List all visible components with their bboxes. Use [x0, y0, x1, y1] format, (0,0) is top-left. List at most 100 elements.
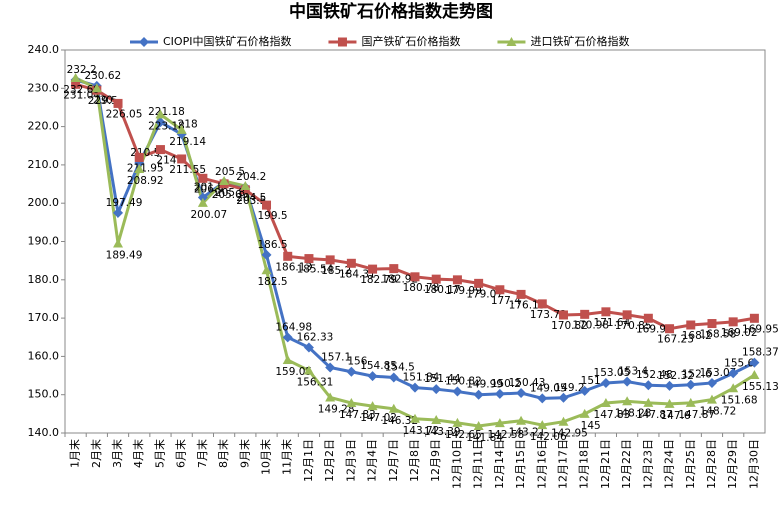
point [325, 362, 336, 373]
point [622, 396, 633, 406]
data-label: 219.14 [169, 136, 206, 148]
data-label: 154.5 [385, 361, 415, 373]
x-tick-label: 7月末 [195, 439, 209, 468]
data-label: 186.13 [275, 261, 312, 273]
data-label: 150.82 [445, 376, 482, 388]
data-label: 177.4 [491, 295, 521, 307]
data-label: 167.23 [657, 334, 694, 346]
x-tick-label: 12月2日 [323, 439, 336, 482]
data-label: 153.07 [700, 367, 737, 379]
point [622, 310, 632, 320]
data-label: 142.58 [487, 429, 524, 441]
x-tick-label: 12月7日 [387, 439, 400, 482]
x-tick-label: 9月末 [237, 439, 251, 468]
data-label: 201.5 [194, 181, 224, 193]
point [749, 357, 760, 368]
point [261, 249, 272, 260]
data-label: 179.07 [466, 288, 503, 300]
data-label: 189.49 [106, 249, 143, 261]
x-tick-label: 12月29日 [726, 439, 739, 489]
data-label: 230 [93, 94, 113, 106]
data-label: 143.39 [424, 426, 461, 438]
legend-label: 国产铁矿石价格指数 [361, 34, 460, 48]
point [749, 313, 759, 323]
data-label: 149.28 [318, 403, 355, 415]
x-tick-label: 12月9日 [429, 439, 442, 482]
x-tick-label: 2月末 [89, 439, 103, 468]
point [685, 379, 696, 390]
point [71, 79, 81, 89]
point [368, 264, 378, 274]
point [579, 408, 590, 418]
data-label: 226.05 [106, 108, 143, 120]
data-label: 148.28 [615, 407, 652, 419]
data-label: 180.17 [424, 284, 461, 296]
point [367, 401, 378, 411]
data-label: 141.84 [466, 432, 503, 444]
point [431, 415, 442, 425]
point [219, 175, 230, 185]
data-label: 149.99 [466, 379, 503, 391]
data-label: 169.95 [742, 323, 779, 335]
data-label: 142.65 [445, 429, 482, 441]
point [495, 285, 505, 295]
data-label: 170.82 [551, 320, 588, 332]
point [176, 124, 187, 134]
data-label: 153.4 [618, 366, 648, 378]
data-label: 185.2 [321, 265, 351, 277]
point [155, 145, 165, 155]
point [388, 403, 399, 413]
y-tick-label: 160.0 [28, 349, 60, 362]
x-tick-label: 12月17日 [556, 439, 569, 489]
point [70, 72, 81, 82]
data-label: 154.85 [360, 360, 397, 372]
legend-marker [139, 37, 149, 47]
data-label: 168.58 [700, 329, 737, 341]
data-label: 182.79 [360, 274, 397, 286]
data-label: 223.18 [148, 120, 185, 132]
data-label: 169.96 [636, 323, 673, 335]
data-label: 182.92 [381, 274, 418, 286]
data-label: 147.6 [661, 410, 691, 422]
point [410, 413, 420, 423]
data-label: 147.87 [636, 409, 673, 421]
x-tick-label: 12月23日 [641, 439, 654, 489]
point [664, 380, 675, 391]
point [346, 258, 356, 268]
point [283, 251, 293, 261]
data-label: 208.92 [127, 175, 164, 187]
data-label: 232.2 [67, 64, 97, 76]
data-label: 147.87 [678, 409, 715, 421]
point [452, 386, 463, 397]
point [197, 192, 208, 203]
point [516, 289, 526, 299]
x-tick-label: 12月1日 [302, 439, 315, 482]
x-tick-label: 6月末 [174, 439, 188, 468]
point [516, 415, 527, 425]
data-label: 147.83 [594, 409, 631, 421]
point [537, 420, 548, 430]
y-tick-label: 190.0 [28, 235, 60, 248]
data-label: 170.98 [572, 319, 609, 331]
point [643, 397, 654, 407]
point [240, 180, 251, 190]
x-tick-label: 10月末 [259, 439, 273, 475]
data-label: 200.07 [191, 209, 228, 221]
point [325, 392, 336, 402]
legend-label: CIOPI中国铁矿石价格指数 [163, 34, 291, 48]
point [304, 254, 314, 264]
x-tick-label: 11月末 [280, 439, 294, 475]
x-tick-label: 12月24日 [663, 439, 676, 489]
x-tick-label: 12月3日 [344, 439, 357, 482]
point [473, 389, 484, 400]
point [665, 324, 675, 334]
data-label: 221.18 [148, 106, 185, 118]
point [155, 109, 166, 119]
data-label: 164.98 [275, 321, 312, 333]
point [494, 418, 505, 428]
data-label: 147.02 [360, 412, 397, 424]
data-label: 179.99 [445, 285, 482, 297]
point [473, 420, 484, 430]
legend-marker [506, 37, 517, 46]
data-label: 186.5 [257, 239, 287, 251]
